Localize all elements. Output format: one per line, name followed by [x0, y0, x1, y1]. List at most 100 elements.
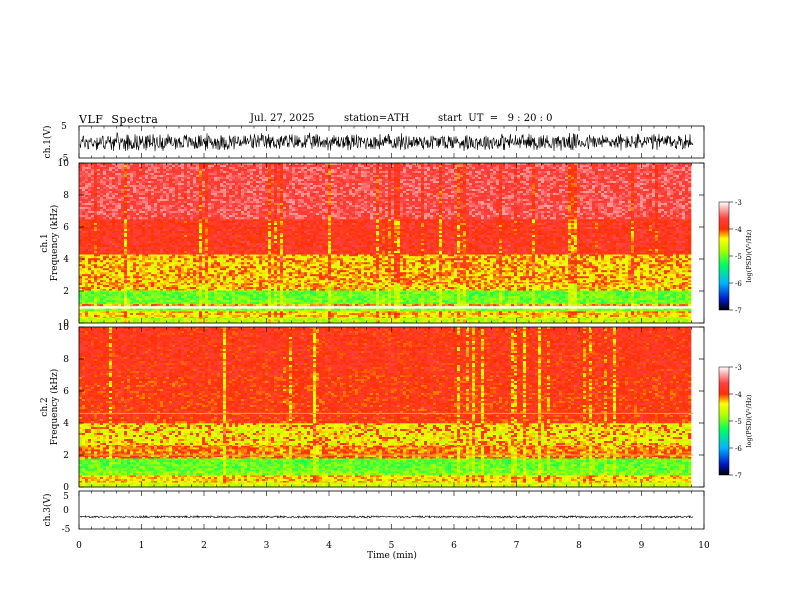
spectrogram-cell — [118, 302, 121, 304]
spectrogram-cell — [250, 296, 253, 298]
spectrogram-cell — [82, 315, 85, 317]
spectrogram-cell — [487, 296, 490, 298]
spectrogram-cell — [472, 310, 475, 311]
spectrogram-cell — [529, 319, 532, 321]
spectrogram-cell — [496, 292, 499, 294]
spectrogram-cell — [160, 294, 163, 296]
spectrogram-cell — [646, 317, 649, 319]
spectrogram-cell — [553, 304, 556, 306]
spectrogram-cell — [568, 302, 571, 304]
spectrogram-cell — [598, 311, 601, 313]
spectrogram-cell — [229, 292, 232, 294]
spectrogram-cell — [265, 290, 268, 292]
spectrogram-cell — [571, 296, 574, 298]
spectrogram-cell — [685, 298, 688, 300]
spectrogram-cell — [271, 313, 274, 315]
spectrogram-cell — [658, 317, 661, 319]
spectrogram-cell — [454, 317, 457, 318]
spectrogram-cell — [541, 313, 544, 315]
spectrogram-cell — [142, 313, 145, 315]
spectrogram-cell — [199, 302, 202, 304]
spectrogram-cell — [349, 317, 352, 319]
spectrogram-cell — [190, 290, 193, 292]
spectrogram-cell — [601, 313, 604, 315]
spectrogram-cell — [235, 313, 238, 315]
spectrogram-cell — [658, 294, 661, 296]
spectrogram-cell — [484, 315, 487, 317]
spectrogram-cell — [154, 290, 157, 292]
spectrogram-cell — [349, 315, 352, 317]
spectrogram-cell — [361, 296, 364, 298]
spectrogram-cell — [355, 294, 358, 296]
spectrogram-cell — [154, 319, 157, 321]
spectrogram-cell — [595, 292, 598, 294]
spectrogram-cell — [286, 310, 289, 311]
spectrogram-cell — [367, 300, 370, 302]
spectrogram-cell — [562, 317, 565, 318]
spectrogram-cell — [580, 294, 583, 296]
spectrogram-cell — [319, 317, 322, 318]
spectrogram-cell — [274, 298, 277, 300]
spectrogram-cell — [412, 317, 415, 319]
spectrogram-cell — [385, 311, 388, 313]
spectrogram-cell — [316, 290, 319, 292]
spectrogram-cell — [307, 310, 310, 311]
spectrogram-cell — [241, 298, 244, 300]
spectrogram-cell — [163, 290, 166, 292]
spectrogram-cell — [658, 311, 661, 313]
spectrogram-cell — [328, 290, 331, 292]
spectrogram-cell — [193, 290, 196, 292]
spectrogram-cell — [121, 300, 124, 302]
spectrogram-cell — [331, 313, 334, 315]
spectrogram-cell — [370, 298, 373, 300]
spectrogram-cell — [529, 290, 532, 292]
spectrogram-cell — [139, 294, 142, 296]
spectrogram-cell — [157, 290, 160, 292]
spectrogram-cell — [586, 311, 589, 313]
spectrogram-cell — [688, 300, 691, 302]
spectrogram-cell — [427, 311, 430, 313]
spectrogram-cell — [406, 296, 409, 298]
spectrogram-cell — [604, 296, 607, 298]
spectrogram-cell — [226, 294, 229, 296]
spectrogram-cell — [418, 310, 421, 311]
spectrogram-cell — [394, 311, 397, 313]
spectrogram-cell — [574, 319, 577, 321]
spectrogram-cell — [388, 304, 391, 306]
spectrogram-cell — [592, 317, 595, 319]
spectrogram-cell — [364, 296, 367, 298]
spectrogram-cell — [670, 310, 673, 311]
spectrogram-cell — [424, 290, 427, 292]
spectrogram-cell — [481, 311, 484, 313]
spectrogram-cell — [370, 302, 373, 304]
spectrogram-cell — [577, 319, 580, 321]
spectrogram-cell — [556, 294, 559, 296]
spectrogram-cell — [481, 292, 484, 294]
spectrogram-cell — [514, 300, 517, 302]
spectrogram-cell — [334, 304, 337, 306]
spectrogram-cell — [265, 296, 268, 298]
spectrogram-cell — [361, 317, 364, 318]
spectrogram-cell — [373, 302, 376, 304]
spectrogram-cell — [490, 300, 493, 302]
spectrogram-cell — [331, 290, 334, 292]
spectrogram-cell — [400, 311, 403, 313]
spectrogram-cell — [511, 300, 514, 302]
spectrogram-cell — [97, 317, 100, 318]
spectrogram-cell — [100, 313, 103, 315]
spectrogram-cell — [664, 300, 667, 302]
spectrogram-cell — [412, 310, 415, 311]
spectrogram-cell — [82, 313, 85, 315]
spectrogram-cell — [280, 310, 283, 311]
spectrogram-cell — [559, 313, 562, 315]
spectrogram-cell — [271, 292, 274, 294]
spectrogram-cell — [664, 292, 667, 294]
spectrogram-cell — [277, 315, 280, 317]
spectrogram-cell — [181, 300, 184, 302]
spectrogram-cell — [598, 310, 601, 311]
spectrogram-cell — [166, 300, 169, 302]
spectrogram-cell — [463, 319, 466, 321]
spectrogram-cell — [607, 311, 610, 313]
spectrogram-cell — [406, 300, 409, 302]
spectrogram-cell — [199, 313, 202, 315]
